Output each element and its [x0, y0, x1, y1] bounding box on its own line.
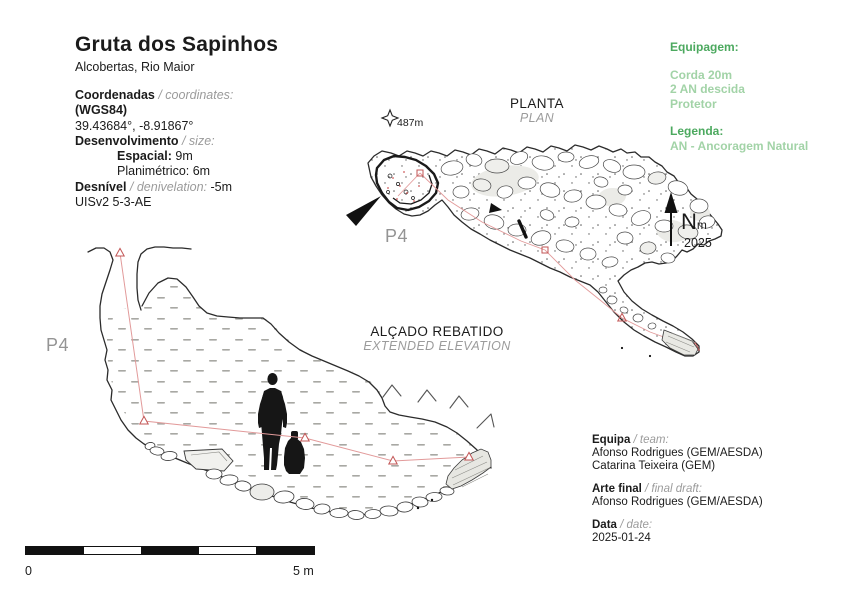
elevation-drawing: [87, 246, 495, 520]
rigging-block: Equipagem: Corda 20m 2 AN descida Protet…: [670, 40, 835, 153]
plan-stray-dots: [620, 346, 652, 358]
elevation-rocks: [144, 442, 455, 520]
plan-tail-hatch: [661, 329, 699, 356]
plan-station-label: P4: [385, 226, 409, 246]
stat-depth: Desnível / denivelation: -5m: [75, 179, 233, 194]
scale-start-label: 0: [25, 564, 32, 578]
elevation-title: ALÇADO REBATIDO EXTENDED ELEVATION: [337, 324, 537, 353]
plan-flow-arrow-icon: [489, 203, 502, 213]
plan-title-en: PLAN: [519, 111, 555, 125]
north-arrow-icon: [664, 192, 678, 246]
team-member: Catarina Teixeira (GEM): [592, 460, 716, 472]
benchmark-label: 487m: [397, 117, 424, 129]
plan-survey-line: [397, 172, 696, 348]
stat-planimetric: Planimétrico: 6m: [117, 164, 211, 179]
chevron-marks: [382, 384, 495, 429]
stat-coordinates-label: Coordenadas / coordinates:: [75, 88, 234, 102]
plan-boulders: [440, 151, 716, 330]
plan-title-pt: PLANTA: [510, 96, 564, 111]
scale-end-label: 5 m: [293, 564, 314, 578]
plan-title: PLANTA PLAN: [482, 96, 592, 125]
plan-red-dots: [387, 171, 420, 202]
elevation-stray-dots: [416, 498, 434, 510]
rigging-item: 2 AN descida: [670, 82, 745, 96]
plan-drawing: [346, 108, 723, 358]
elevation-survey-stations: [114, 247, 475, 465]
page-subtitle: Alcobertas, Rio Maior: [75, 60, 195, 74]
elevation-floor-texture: [107, 279, 490, 512]
stat-size-label: Desenvolvimento / size:: [75, 133, 215, 148]
date-credit: Data / date: 2025-01-24: [592, 519, 812, 545]
credits-block: Equipa / team: Afonso Rodrigues (GEM/AES…: [592, 434, 812, 555]
legend-heading: Legenda:: [670, 124, 724, 138]
header-block: Gruta dos Sapinhos Alcobertas, Rio Maior…: [75, 33, 345, 210]
elevation-station-label: P4: [46, 335, 70, 355]
scale-bar: [25, 546, 315, 555]
stat-uis-code: UISv2 5-3-AE: [75, 195, 152, 210]
entrance-arrow-icon: [346, 196, 381, 226]
draft-author: Afonso Rodrigues (GEM/AESDA): [592, 496, 763, 508]
elevation-title-pt: ALÇADO REBATIDO: [370, 324, 504, 339]
cave-stats: Coordenadas / coordinates: (WGS84) 39.43…: [75, 88, 345, 210]
plan-step-bar: [517, 219, 528, 239]
team-credit: Equipa / team: Afonso Rodrigues (GEM/AES…: [592, 434, 812, 473]
date-value: 2025-01-24: [592, 532, 651, 544]
north-label: Nm: [681, 209, 707, 234]
benchmark-icon: [380, 108, 400, 128]
stat-spatial: Espacial: 9m: [117, 149, 193, 164]
north-year: 2025: [684, 236, 712, 250]
stat-datum: (WGS84): [75, 103, 128, 118]
rigging-item: Protetor: [670, 96, 717, 111]
rigging-heading: Equipagem:: [670, 40, 739, 54]
person-silhouette: [258, 373, 287, 470]
elevation-title-en: EXTENDED ELEVATION: [363, 339, 511, 353]
team-member: Afonso Rodrigues (GEM/AESDA): [592, 447, 763, 459]
legend-item: AN - Ancoragem Natural: [670, 138, 809, 153]
rigging-item: Corda 20m: [670, 67, 733, 82]
page-title: Gruta dos Sapinhos: [75, 33, 279, 56]
draft-credit: Arte final / final draft: Afonso Rodrigu…: [592, 483, 812, 509]
stat-coordinates-value: 39.43684°, -8.91867°: [75, 118, 194, 133]
elevation-end-hatch: [445, 448, 492, 490]
gear-bag-silhouette: [284, 431, 305, 474]
